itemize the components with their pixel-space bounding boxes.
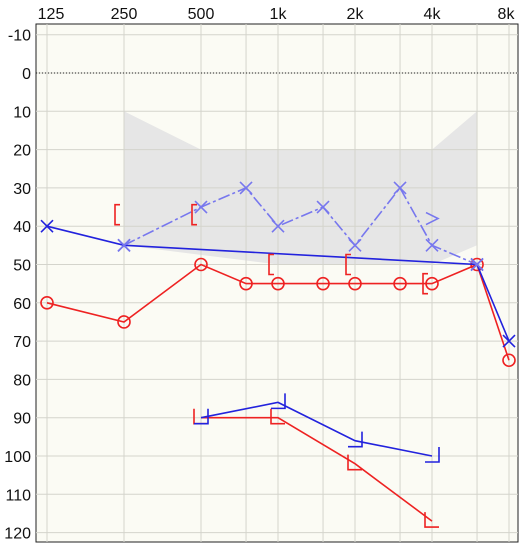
data-point-bracket <box>268 253 274 276</box>
series-group <box>114 203 428 295</box>
x-tick-label: 125 <box>38 6 65 23</box>
data-point-bone-right <box>424 512 439 528</box>
data-point-x <box>502 334 516 348</box>
y-tick-label: 100 <box>4 449 31 466</box>
data-point-bracket <box>422 272 428 295</box>
data-point-x <box>271 219 285 233</box>
data-point-bone-left <box>194 408 209 425</box>
data-point-circle <box>117 315 131 329</box>
y-tick-label: -10 <box>8 28 31 45</box>
data-point-circle <box>393 276 407 291</box>
series-layer <box>40 181 516 528</box>
data-point-bone-left <box>271 393 286 410</box>
y-tick-label: 90 <box>13 411 31 428</box>
data-point-bone-left <box>425 447 440 463</box>
data-point-angle <box>425 211 440 226</box>
data-point-bone-left <box>348 431 363 448</box>
x-tick-labels: 125 250 500 1k 2k 4k 8k <box>38 6 516 23</box>
series-group <box>425 211 440 226</box>
data-point-x <box>470 257 484 272</box>
data-point-circle <box>425 276 439 291</box>
y-tick-label: 120 <box>4 526 31 543</box>
data-point-bracket <box>345 253 351 276</box>
x-tick-label: 8k <box>498 6 516 23</box>
y-tick-label: 50 <box>13 258 31 275</box>
data-point-bone-right <box>270 408 285 425</box>
data-point-x <box>316 200 330 214</box>
y-tick-label: 110 <box>5 487 31 504</box>
y-tick-label: 60 <box>13 296 31 313</box>
data-point-x <box>117 238 131 252</box>
series-line <box>46 263 510 361</box>
data-point-x <box>194 200 208 214</box>
data-point-x <box>425 238 439 252</box>
data-point-circle <box>40 295 54 310</box>
series-group <box>117 181 484 272</box>
series-group <box>193 408 439 528</box>
series-line <box>200 401 433 457</box>
x-tick-label: 4k <box>424 6 442 23</box>
y-tick-label: 10 <box>13 104 31 121</box>
y-tick-label: 20 <box>13 143 31 160</box>
data-point-circle <box>239 276 253 291</box>
data-point-circle <box>502 353 516 368</box>
data-point-x <box>393 181 407 195</box>
y-tick-label: 0 <box>22 66 31 83</box>
data-point-bracket <box>114 203 120 226</box>
data-point-x <box>239 181 253 195</box>
data-point-bracket <box>191 203 197 226</box>
y-tick-label: 40 <box>13 219 31 236</box>
y-tick-label: 80 <box>13 372 31 389</box>
data-point-circle <box>271 276 285 291</box>
x-tick-label: 250 <box>111 6 138 23</box>
x-tick-label: 2k <box>347 6 365 23</box>
x-tick-label: 1k <box>270 6 288 23</box>
data-point-x <box>348 238 362 252</box>
y-tick-label: 30 <box>13 181 31 198</box>
data-point-x <box>40 219 54 233</box>
series-line <box>201 416 433 522</box>
series-group <box>194 393 440 463</box>
y-tick-labels: -10 0 10 20 30 40 50 60 70 80 90 100 110 120 <box>4 28 31 543</box>
x-tick-label: 500 <box>188 6 215 23</box>
y-tick-label: 70 <box>13 334 31 351</box>
data-point-circle <box>316 276 330 291</box>
data-point-circle <box>348 276 362 291</box>
data-point-bone-right <box>347 454 362 471</box>
series-line <box>46 225 510 342</box>
data-point-circle <box>194 257 208 272</box>
series-group <box>40 257 516 368</box>
